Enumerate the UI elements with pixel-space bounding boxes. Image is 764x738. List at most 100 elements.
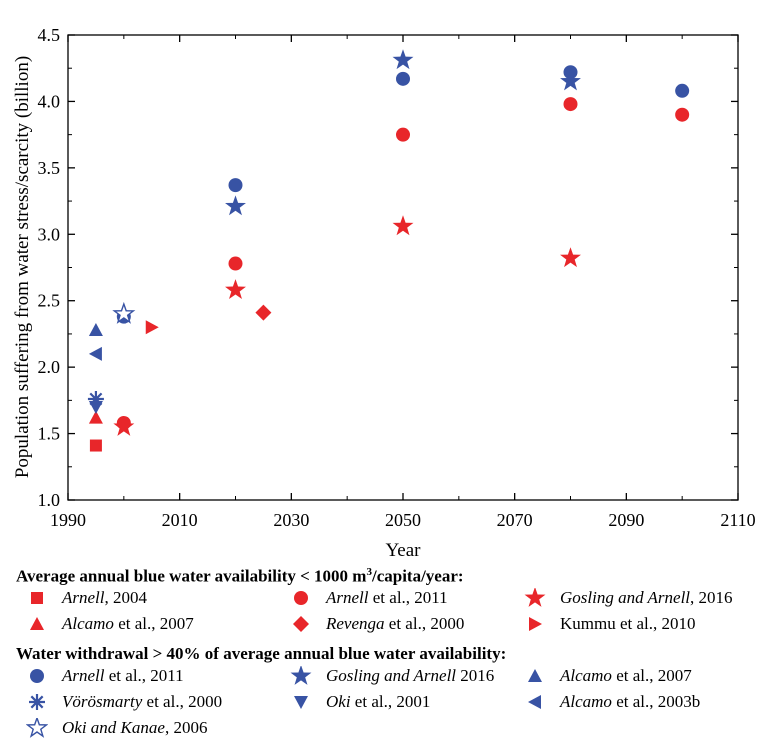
legend-citation: , 2016 bbox=[690, 588, 733, 607]
blue-star-point bbox=[392, 49, 414, 70]
x-tick-label: 2050 bbox=[385, 510, 421, 530]
blue-triangle-left-point bbox=[88, 346, 102, 361]
y-tick-label: 3.5 bbox=[38, 158, 61, 178]
legend-heading-superscript: 3 bbox=[366, 566, 372, 578]
data-points bbox=[87, 49, 690, 452]
x-tick-label: 2110 bbox=[720, 510, 755, 530]
red-square-point bbox=[89, 439, 102, 452]
legend-citation: et al., 2000 bbox=[384, 614, 465, 633]
x-tick-label: 1990 bbox=[50, 510, 86, 530]
blue-circle-marker bbox=[30, 669, 44, 683]
legend-item: Arnell et al., 2011 bbox=[26, 666, 184, 686]
y-tick-label: 1.5 bbox=[38, 424, 61, 444]
plot-area-frame bbox=[67, 34, 739, 501]
legend-citation: 2016 bbox=[456, 666, 495, 685]
red-circle-point bbox=[675, 107, 690, 122]
legend-item: Arnell et al., 2011 bbox=[290, 588, 448, 608]
x-axis-ticks: 1990 2010 2030 2050 2070 2090 2110 bbox=[50, 35, 756, 530]
red-circle-marker bbox=[294, 591, 308, 605]
red-star-point bbox=[225, 279, 246, 299]
legend-author: Arnell bbox=[326, 588, 369, 607]
red-circle-point bbox=[228, 256, 243, 271]
y-axis-label: Population suffering from water stress/s… bbox=[12, 56, 33, 478]
blue-triangle-up-marker bbox=[528, 669, 542, 682]
legend-marker bbox=[524, 588, 546, 607]
blue-star-marker bbox=[290, 666, 312, 685]
legend-author: Oki bbox=[326, 692, 351, 711]
legend-heading-text: Average annual blue water availability <… bbox=[16, 566, 367, 586]
legend-author: Arnell bbox=[62, 588, 105, 607]
legend-citation: et al., 2000 bbox=[142, 692, 223, 711]
legend-marker bbox=[31, 592, 43, 604]
legend-marker bbox=[26, 718, 48, 738]
legend-marker bbox=[293, 616, 309, 632]
legend-citation: , 2006 bbox=[164, 718, 208, 737]
x-tick-label: 2030 bbox=[273, 510, 309, 530]
legend-author: Vörösmarty bbox=[62, 692, 143, 711]
legend-heading-withdrawal: Water withdrawal > 40% of average annual… bbox=[16, 644, 506, 664]
legend-item: Alcamo et al., 2003b bbox=[524, 692, 700, 712]
legend-heading-text: Water withdrawal > 40% of average annual… bbox=[16, 644, 507, 663]
legend-item: Alcamo et al., 2007 bbox=[26, 614, 194, 634]
x-tick-label: 2090 bbox=[608, 510, 644, 530]
red-diamond-marker bbox=[293, 616, 309, 632]
legend-author: Arnell bbox=[62, 666, 105, 685]
legend-author: Alcamo bbox=[560, 692, 612, 711]
red-triangle-up-marker bbox=[30, 617, 44, 630]
blue-circle-point bbox=[228, 178, 243, 193]
red-star-point bbox=[113, 415, 135, 436]
legend-author: Gosling and Arnell bbox=[560, 588, 691, 607]
blue-asterisk-marker bbox=[29, 694, 45, 710]
red-circle-point bbox=[563, 97, 578, 112]
red-square-marker bbox=[31, 592, 43, 604]
red-diamond-point bbox=[255, 304, 272, 321]
y-tick-label: 3.0 bbox=[38, 224, 61, 244]
legend-heading-text-suffix: /capita/year: bbox=[371, 566, 464, 586]
x-tick-label: 2070 bbox=[497, 510, 533, 530]
legend-item: Vörösmarty et al., 2000 bbox=[26, 692, 222, 712]
legend-marker bbox=[528, 669, 542, 682]
blue-star-point bbox=[225, 195, 246, 216]
y-tick-label: 1.0 bbox=[38, 490, 61, 510]
red-triangle-up-point bbox=[88, 410, 103, 424]
y-tick-label: 2.5 bbox=[38, 291, 61, 311]
red-circle-point bbox=[396, 127, 410, 142]
blue-star-point bbox=[560, 70, 581, 91]
legend-author: Alcamo bbox=[62, 614, 114, 633]
y-tick-label: 2.0 bbox=[38, 357, 61, 377]
legend-item: Gosling and Arnell 2016 bbox=[290, 666, 494, 686]
red-triangle-right-marker bbox=[529, 617, 542, 631]
blue-triangle-down-point bbox=[88, 401, 103, 414]
blue-star-open-marker bbox=[26, 718, 48, 738]
red-triangle-right-point bbox=[145, 320, 159, 335]
blue-circle-point bbox=[675, 83, 690, 98]
x-tick-label: 2010 bbox=[162, 510, 198, 530]
legend-citation: et al., 2007 bbox=[113, 614, 194, 633]
legend-citation: et al., 2011 bbox=[368, 588, 448, 607]
legend-item: Revenga et al., 2000 bbox=[290, 614, 464, 634]
legend-marker bbox=[29, 694, 45, 710]
y-tick-label: 4.0 bbox=[38, 91, 61, 111]
red-star-marker bbox=[524, 588, 546, 607]
legend-item: Oki and Kanae, 2006 bbox=[26, 718, 207, 738]
legend-marker bbox=[30, 617, 44, 630]
legend-item: Kummu et al., 2010 bbox=[524, 614, 696, 634]
y-tick-label: 4.5 bbox=[38, 25, 61, 45]
scatter-chart: 1990 2010 2030 2050 2070 2090 2110 1.0 1.5 2.0 2.… bbox=[12, 25, 756, 561]
legend-heading-availability: Average annual blue water availability <… bbox=[16, 566, 464, 587]
legend-citation: et al., 2011 bbox=[104, 666, 184, 685]
legend-citation: et al., 2003b bbox=[611, 692, 701, 711]
blue-triangle-down-marker bbox=[294, 696, 308, 709]
legend-citation: et al., 2001 bbox=[350, 692, 431, 711]
x-axis-label: Year bbox=[385, 540, 421, 561]
red-star-point bbox=[560, 247, 581, 268]
legend-item: Gosling and Arnell, 2016 bbox=[524, 588, 733, 608]
legend-marker bbox=[294, 696, 308, 709]
legend-citation: Kummu et al., 2010 bbox=[560, 614, 696, 633]
legend-author: Alcamo bbox=[560, 666, 612, 685]
red-star-point bbox=[392, 215, 414, 236]
blue-triangle-left-marker bbox=[528, 695, 541, 709]
blue-star-open-point bbox=[112, 301, 136, 324]
legend-author: Gosling and Arnell bbox=[326, 666, 457, 685]
blue-asterisk-point bbox=[87, 391, 104, 408]
